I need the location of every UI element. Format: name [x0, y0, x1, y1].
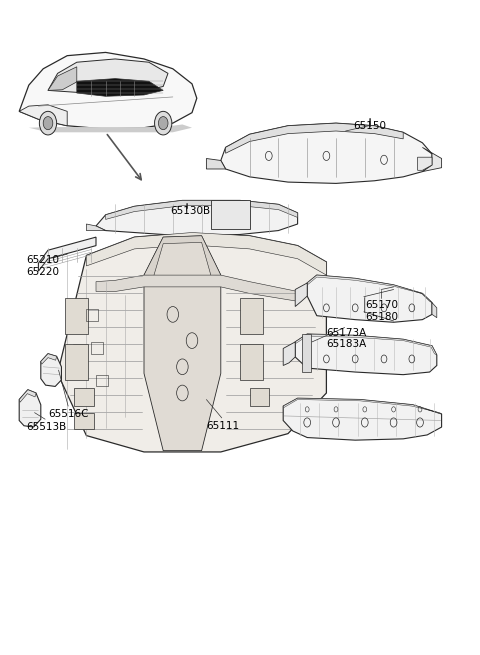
- Polygon shape: [29, 124, 192, 132]
- Polygon shape: [226, 123, 403, 153]
- Bar: [91, 342, 103, 354]
- Polygon shape: [221, 123, 432, 183]
- FancyBboxPatch shape: [74, 388, 94, 406]
- FancyBboxPatch shape: [65, 298, 88, 334]
- Polygon shape: [19, 390, 36, 402]
- Polygon shape: [432, 303, 437, 318]
- Polygon shape: [418, 157, 432, 170]
- Circle shape: [39, 111, 57, 135]
- Polygon shape: [77, 79, 163, 96]
- Circle shape: [158, 117, 168, 130]
- Polygon shape: [48, 67, 77, 90]
- Polygon shape: [41, 354, 57, 364]
- FancyBboxPatch shape: [240, 298, 263, 334]
- Polygon shape: [295, 334, 437, 375]
- Bar: [96, 375, 108, 386]
- Polygon shape: [58, 233, 326, 452]
- Circle shape: [43, 117, 53, 130]
- Polygon shape: [19, 105, 67, 126]
- Polygon shape: [41, 354, 61, 386]
- Text: 65173A: 65173A: [326, 328, 367, 337]
- FancyBboxPatch shape: [74, 413, 94, 429]
- Polygon shape: [307, 275, 432, 303]
- Text: 65150: 65150: [353, 121, 386, 131]
- Circle shape: [155, 111, 172, 135]
- Polygon shape: [206, 159, 226, 169]
- Text: 65170: 65170: [365, 300, 398, 310]
- Polygon shape: [283, 398, 442, 440]
- Polygon shape: [86, 233, 326, 275]
- Text: 65220: 65220: [26, 267, 60, 277]
- FancyBboxPatch shape: [250, 388, 269, 406]
- Text: 65516C: 65516C: [48, 409, 88, 419]
- Polygon shape: [422, 147, 442, 172]
- Polygon shape: [283, 342, 295, 365]
- Text: 65130B: 65130B: [170, 206, 211, 216]
- Polygon shape: [144, 236, 221, 451]
- Polygon shape: [295, 283, 307, 307]
- Polygon shape: [106, 200, 298, 219]
- Polygon shape: [19, 390, 41, 427]
- Polygon shape: [144, 236, 221, 276]
- Text: 65180: 65180: [365, 312, 398, 322]
- Polygon shape: [48, 59, 168, 93]
- Polygon shape: [38, 237, 96, 271]
- Polygon shape: [307, 275, 432, 322]
- FancyBboxPatch shape: [65, 344, 88, 380]
- Text: 65111: 65111: [206, 421, 240, 430]
- Text: 65513B: 65513B: [26, 422, 67, 432]
- Text: 65210: 65210: [26, 255, 60, 265]
- Polygon shape: [86, 224, 106, 231]
- Polygon shape: [211, 200, 250, 229]
- Polygon shape: [96, 200, 298, 236]
- Polygon shape: [302, 334, 311, 372]
- Polygon shape: [283, 398, 442, 414]
- Polygon shape: [96, 275, 298, 301]
- Polygon shape: [19, 52, 197, 129]
- FancyBboxPatch shape: [240, 344, 263, 380]
- Text: 65183A: 65183A: [326, 339, 367, 349]
- Bar: [86, 309, 98, 321]
- Polygon shape: [295, 334, 437, 355]
